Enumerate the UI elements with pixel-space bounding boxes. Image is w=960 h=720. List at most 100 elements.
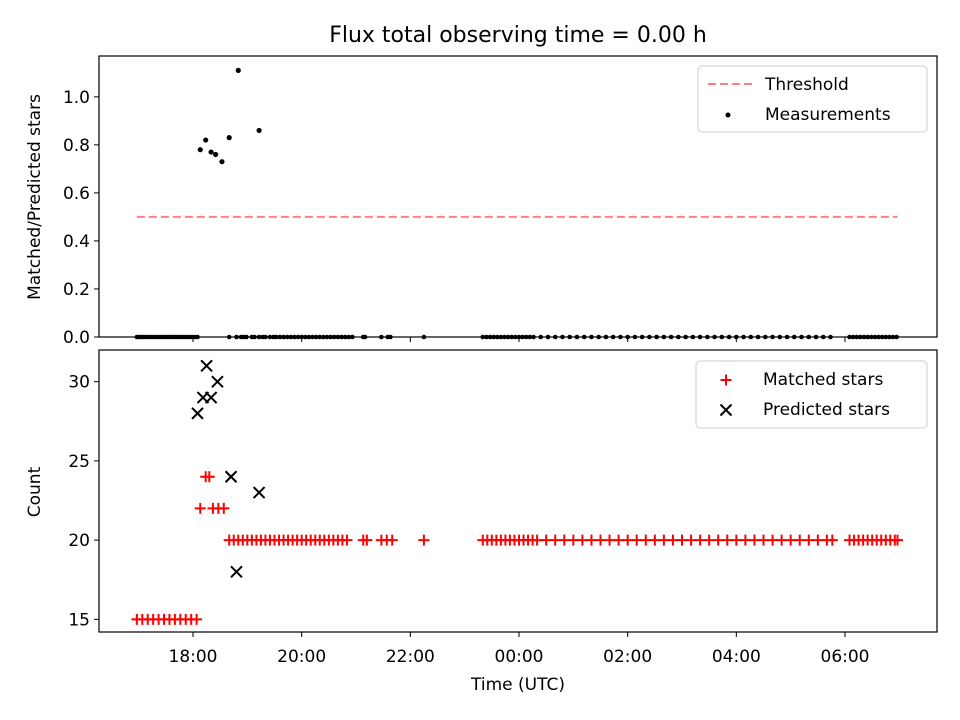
measurement-point: [813, 334, 819, 340]
measurement-point: [589, 334, 594, 340]
measurement-point: [310, 334, 315, 340]
measurement-point: [755, 334, 761, 340]
measurement-point: [894, 334, 899, 340]
measurement-point: [256, 334, 262, 340]
measurement-point: [203, 137, 209, 143]
measurement-point: [346, 334, 352, 340]
measurement-point: [306, 334, 312, 340]
measurement-point: [676, 334, 681, 340]
measurement-point: [799, 334, 804, 340]
measurement-point: [288, 334, 294, 340]
measurement-point: [596, 334, 601, 340]
matched-star-marker: [386, 534, 398, 546]
measurement-point: [252, 334, 257, 340]
legend-matched-label: Matched stars: [763, 370, 883, 390]
matched-star-marker: [194, 502, 206, 514]
bottom-y-ticks: 15 20 25 30: [68, 373, 99, 630]
top-y-axis-label: Matched/Predicted stars: [25, 94, 45, 300]
measurement-point: [741, 334, 746, 340]
measurement-point: [388, 334, 393, 340]
legend-measurements-label: Measurements: [765, 105, 891, 125]
measurement-point: [263, 334, 268, 340]
measurement-point: [545, 334, 551, 340]
top-y-tick-label: 0.4: [63, 232, 90, 252]
measurement-point: [505, 334, 511, 340]
measurement-point: [879, 334, 885, 340]
predicted-star-marker: [191, 407, 204, 420]
predicted-star-marker: [224, 470, 238, 483]
measurement-point: [872, 334, 878, 340]
legend-predicted-swatch: [719, 403, 733, 417]
bottom-y-axis-label: Count: [25, 466, 45, 517]
measurement-point: [513, 334, 518, 340]
bottom-x-tick-label: 06:00: [821, 647, 870, 667]
measurement-point: [362, 334, 368, 340]
measurement-point: [480, 334, 486, 340]
measurement-point: [610, 334, 616, 340]
matched-stars-points: [131, 471, 904, 625]
legend-measurements-swatch: [725, 112, 731, 118]
measurement-point: [748, 334, 754, 340]
measurement-point: [487, 334, 493, 340]
measurement-point: [734, 334, 739, 340]
bottom-x-tick-label: 18:00: [169, 647, 218, 667]
predicted-stars-points: [191, 359, 266, 579]
bottom-x-tick-label: 20:00: [277, 647, 326, 667]
top-y-tick-label: 1.0: [63, 88, 90, 108]
measurement-point: [690, 334, 696, 340]
measurement-point: [581, 334, 587, 340]
x-axis-label: Time (UTC): [470, 675, 565, 695]
measurement-point: [552, 334, 558, 340]
measurement-point: [890, 334, 896, 340]
bottom-y-tick-label: 20: [68, 531, 90, 551]
measurement-point: [531, 334, 536, 340]
measurement-point: [313, 334, 319, 340]
measurement-point: [350, 334, 355, 340]
measurement-point: [712, 334, 717, 340]
measurement-point: [625, 334, 630, 340]
measurement-point: [421, 334, 427, 340]
measurement-point: [887, 334, 892, 340]
measurement-point: [195, 334, 200, 340]
legend-matched-swatch: [720, 374, 732, 386]
bottom-y-tick-label: 25: [68, 452, 90, 472]
matched-star-marker: [826, 534, 838, 546]
predicted-star-marker: [230, 565, 243, 579]
bottom-legend-box: [695, 360, 928, 429]
measurement-point: [538, 334, 544, 340]
top-y-tick-label: 0.0: [63, 328, 90, 348]
measurement-point: [784, 334, 790, 340]
matched-star-marker: [203, 471, 215, 483]
measurement-point: [847, 334, 852, 340]
measurement-point: [208, 149, 214, 155]
measurement-point: [284, 334, 290, 340]
top-y-tick-label: 0.8: [63, 136, 90, 156]
measurement-point: [292, 334, 297, 340]
measurement-point: [498, 334, 504, 340]
matched-star-marker: [892, 534, 904, 546]
measurement-point: [213, 151, 219, 158]
measurement-point: [763, 334, 768, 340]
chart-title: Flux total observing time = 0.00 h: [329, 23, 707, 48]
measurement-point: [850, 334, 856, 340]
measurement-point: [668, 334, 674, 340]
measurement-point: [820, 334, 826, 340]
measurement-point: [770, 334, 775, 340]
bottom-y-tick-label: 30: [68, 373, 90, 393]
measurement-point: [683, 334, 688, 340]
measurement-point: [491, 334, 496, 340]
measurement-point: [777, 334, 783, 340]
measurement-point: [235, 67, 241, 74]
top-legend: Threshold Measurements: [697, 65, 928, 133]
bottom-x-tick-label: 22:00: [386, 647, 435, 667]
measurement-point: [274, 334, 279, 340]
measurement-point: [697, 334, 703, 340]
measurement-point: [331, 334, 337, 340]
measurement-point: [603, 334, 609, 340]
measurement-point: [560, 334, 565, 340]
matched-star-marker: [418, 534, 430, 546]
measurement-point: [509, 334, 515, 340]
matched-star-marker: [218, 502, 230, 514]
matched-star-marker: [191, 613, 203, 625]
measurement-point: [639, 334, 645, 340]
